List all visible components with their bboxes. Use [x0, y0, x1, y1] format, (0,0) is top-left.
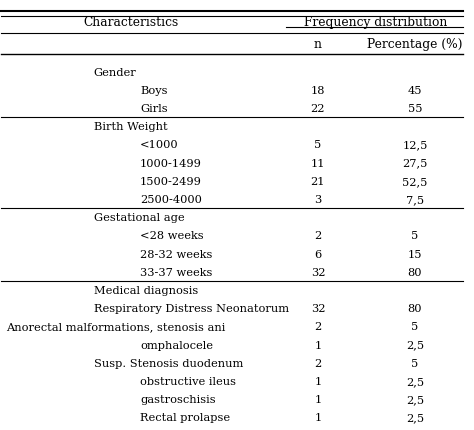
Text: 1: 1	[314, 394, 321, 404]
Text: 5: 5	[411, 231, 419, 241]
Text: 2,5: 2,5	[406, 376, 424, 386]
Text: 32: 32	[310, 304, 325, 313]
Text: 12,5: 12,5	[402, 140, 428, 150]
Text: 1: 1	[314, 340, 321, 350]
Text: n: n	[314, 37, 322, 51]
Text: 15: 15	[408, 249, 422, 259]
Text: 55: 55	[408, 104, 422, 114]
Text: obstructive ileus: obstructive ileus	[140, 376, 236, 386]
Text: 33-37 weeks: 33-37 weeks	[140, 267, 212, 277]
Text: 2,5: 2,5	[406, 412, 424, 422]
Text: 1500-2499: 1500-2499	[140, 176, 202, 186]
Text: 22: 22	[310, 104, 325, 114]
Text: 2: 2	[314, 358, 321, 368]
Text: 28-32 weeks: 28-32 weeks	[140, 249, 212, 259]
Text: <28 weeks: <28 weeks	[140, 231, 204, 241]
Text: Birth Weight: Birth Weight	[94, 122, 167, 132]
Text: Anorectal malformations, stenosis ani: Anorectal malformations, stenosis ani	[6, 322, 225, 332]
Text: 11: 11	[310, 158, 325, 168]
Text: Girls: Girls	[140, 104, 168, 114]
Text: 2,5: 2,5	[406, 340, 424, 350]
Text: 2,5: 2,5	[406, 394, 424, 404]
Text: 1: 1	[314, 412, 321, 422]
Text: Respiratory Distress Neonatorum: Respiratory Distress Neonatorum	[94, 304, 289, 313]
Text: Susp. Stenosis duodenum: Susp. Stenosis duodenum	[94, 358, 243, 368]
Text: 2: 2	[314, 231, 321, 241]
Text: Gestational age: Gestational age	[94, 213, 184, 223]
Text: Rectal prolapse: Rectal prolapse	[140, 412, 230, 422]
Text: Percentage (%): Percentage (%)	[367, 37, 463, 51]
Text: 7,5: 7,5	[406, 194, 424, 205]
Text: 3: 3	[314, 194, 321, 205]
Text: Frequency distribution: Frequency distribution	[304, 16, 447, 29]
Text: 32: 32	[310, 267, 325, 277]
Text: Characteristics: Characteristics	[83, 16, 178, 29]
Text: 5: 5	[411, 358, 419, 368]
Text: <1000: <1000	[140, 140, 179, 150]
Text: 27,5: 27,5	[402, 158, 428, 168]
Text: 2500-4000: 2500-4000	[140, 194, 202, 205]
Text: Boys: Boys	[140, 86, 167, 95]
Text: Medical diagnosis: Medical diagnosis	[94, 286, 198, 295]
Text: gastroschisis: gastroschisis	[140, 394, 216, 404]
Text: 80: 80	[408, 267, 422, 277]
Text: 21: 21	[310, 176, 325, 186]
Text: omphalocele: omphalocele	[140, 340, 213, 350]
Text: 6: 6	[314, 249, 321, 259]
Text: 5: 5	[411, 322, 419, 332]
Text: 5: 5	[314, 140, 321, 150]
Text: Gender: Gender	[94, 68, 137, 77]
Text: 18: 18	[310, 86, 325, 95]
Text: 80: 80	[408, 304, 422, 313]
Text: 45: 45	[408, 86, 422, 95]
Text: 2: 2	[314, 322, 321, 332]
Text: 52,5: 52,5	[402, 176, 428, 186]
Text: 1000-1499: 1000-1499	[140, 158, 202, 168]
Text: 1: 1	[314, 376, 321, 386]
